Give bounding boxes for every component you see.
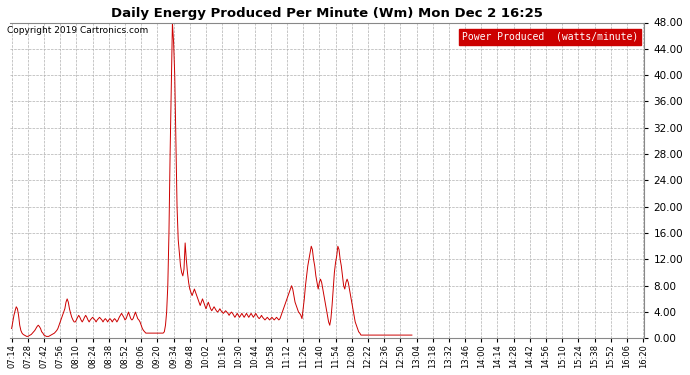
- Title: Daily Energy Produced Per Minute (Wm) Mon Dec 2 16:25: Daily Energy Produced Per Minute (Wm) Mo…: [112, 7, 543, 20]
- Text: Power Produced  (watts/minute): Power Produced (watts/minute): [462, 32, 638, 42]
- Text: Copyright 2019 Cartronics.com: Copyright 2019 Cartronics.com: [7, 26, 148, 35]
